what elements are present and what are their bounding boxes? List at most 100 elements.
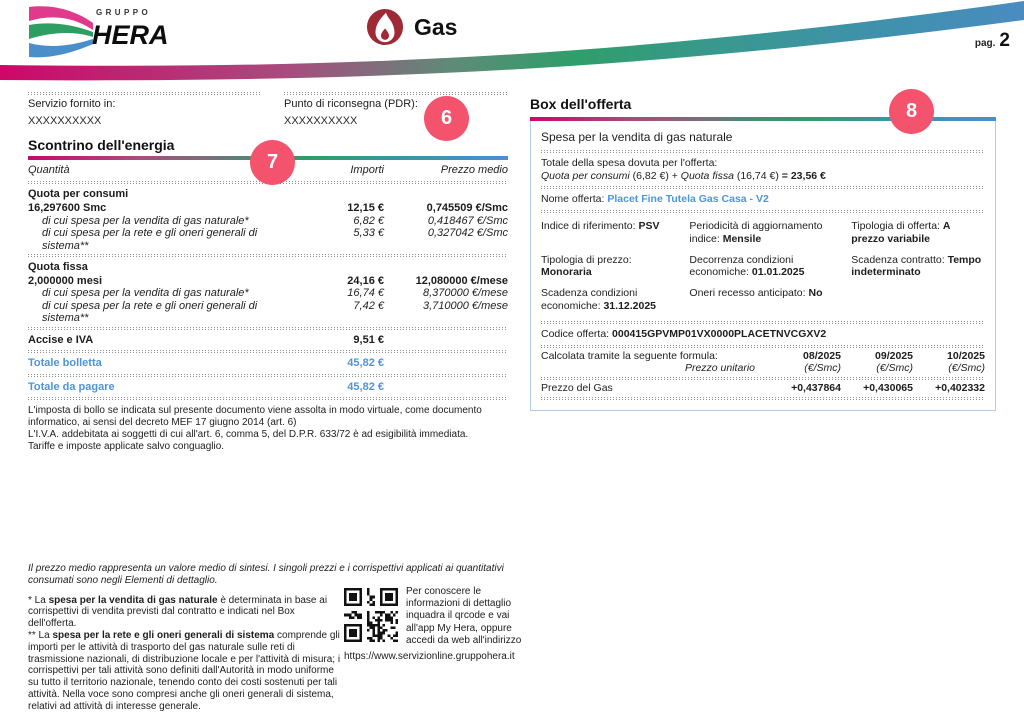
services-url: https://www.servizionline.gruppohera.it	[344, 650, 515, 662]
dotted-divider	[541, 397, 985, 401]
legal-notes: L'imposta di bollo se indicata sul prese…	[28, 405, 508, 453]
offer-name-value: Placet Fine Tutela Gas Casa - V2	[607, 193, 769, 206]
subrow-amount: 5,33 €	[353, 227, 384, 240]
page-title: Gas	[414, 13, 458, 40]
subrow-label: di cui spesa per la rete e gli oneri gen…	[42, 299, 258, 325]
col-avg-price: Prezzo medio	[440, 163, 508, 176]
formula-term: Quota fissa	[680, 169, 734, 182]
hera-logo-stripe-blue	[29, 39, 93, 58]
page-number: pag. 2	[975, 30, 1010, 52]
avg-price-note: Il prezzo medio rappresenta un valore me…	[28, 563, 504, 586]
gradient-rule	[530, 117, 996, 122]
dotted-divider	[284, 92, 508, 95]
month-header: 08/2025	[803, 349, 841, 362]
subrow-avg: 8,370000 €/mese	[422, 287, 508, 300]
subrow-amount: 7,42 €	[353, 299, 384, 312]
offer-box-section: Box dell'offerta Spesa per la vendita di…	[530, 96, 996, 412]
dotted-divider	[28, 326, 508, 330]
subrow-label: di cui spesa per la rete e gli oneri gen…	[42, 227, 258, 252]
gas-price-value: +0,430065	[863, 382, 913, 395]
hera-logo-stripe-pink	[29, 6, 93, 30]
row-amount: 12,15 €	[347, 202, 384, 215]
qr-info-block: Per conoscere le informazioni di dettagl…	[344, 586, 526, 663]
price-table-caption: Calcolata tramite la seguente formula:	[541, 349, 718, 362]
offer-details-grid: Indice di riferimento: PSV Periodicità d…	[541, 215, 985, 319]
brand-gruppo-text: GRUPPO	[96, 8, 151, 17]
hera-logo-stripe-green	[29, 23, 93, 39]
callout-badge-6: 6	[424, 96, 469, 141]
dotted-divider	[28, 350, 508, 354]
section-name: Quota per consumi	[28, 188, 129, 201]
formula-term: Quota per consumi	[541, 169, 630, 182]
receipt-title: Scontrino dell'energia	[28, 136, 175, 153]
dotted-divider	[541, 320, 985, 324]
dotted-divider	[541, 186, 985, 190]
accise-amount: 9,51 €	[353, 333, 384, 346]
subrow-amount: 16,74 €	[347, 287, 384, 300]
qr-code	[344, 588, 398, 642]
offer-detail: Decorrenza condizioni economiche: 01.01.…	[689, 253, 805, 279]
dotted-divider	[28, 92, 262, 95]
legal-note: Tariffe e imposte applicate salvo congua…	[28, 441, 225, 453]
gas-flame-icon	[366, 8, 404, 46]
receipt-column-headers: Quantità Importi Prezzo medio	[28, 160, 508, 180]
total-bill-row: Totale bolletta 45,82 €	[28, 355, 508, 372]
row-avg: 0,745509 €/Smc	[426, 202, 508, 215]
supply-location-field: Servizio fornito in: XXXXXXXXXX	[28, 92, 262, 128]
unit-header: (€/Smc)	[876, 362, 913, 375]
price-formula-table: Calcolata tramite la seguente formula: 0…	[541, 349, 985, 401]
supply-info-row: Servizio fornito in: XXXXXXXXXX Punto di…	[28, 92, 508, 128]
dotted-divider	[541, 377, 985, 381]
col-amount: Importi	[350, 163, 384, 176]
subrow-avg: 0,418467 €/Smc	[427, 214, 508, 227]
supply-location-label: Servizio fornito in:	[28, 98, 116, 110]
receipt-section-consumi: Quota per consumi 16,297600 Smc 12,15 € …	[28, 186, 508, 252]
supply-location-value: XXXXXXXXXX	[28, 114, 102, 127]
receipt-section-fissa: Quota fissa 2,000000 mesi 24,16 € 12,080…	[28, 259, 508, 325]
brand-hera-text: HERA	[92, 20, 169, 50]
table-row: 2,000000 mesi 24,16 € 12,080000 €/mese	[28, 275, 508, 288]
formula-text: (16,74 €)	[733, 169, 782, 182]
legal-note: L'I.V.A. addebitata ai soggetti di cui a…	[28, 429, 469, 441]
dotted-divider	[541, 344, 985, 348]
pdr-value: XXXXXXXXXX	[284, 114, 358, 127]
row-amount: 24,16 €	[347, 274, 384, 287]
offer-detail: Tipologia di prezzo: Monoraria	[541, 253, 632, 279]
total-due-row: Totale da pagare 45,82 €	[28, 379, 508, 396]
subrow-avg: 3,710000 €/mese	[422, 299, 508, 312]
page-number-value: 2	[999, 30, 1010, 51]
accise-row: Accise e IVA 9,51 €	[28, 332, 508, 349]
month-header: 09/2025	[875, 349, 913, 362]
offer-detail: Scadenza condizioni economiche: 31.12.20…	[541, 287, 657, 313]
footnote-vendita: * La spesa per la vendita di gas natural…	[28, 594, 328, 630]
gas-price-label: Prezzo del Gas	[541, 382, 613, 395]
qr-instructions: Per conoscere le informazioni di dettagl…	[406, 586, 522, 646]
offer-detail: Indice di riferimento: PSV	[541, 220, 660, 233]
col-quantity: Quantità	[28, 163, 70, 176]
formula-text: (6,82 €) +	[629, 169, 681, 182]
row-qty: 16,297600 Smc	[28, 202, 107, 215]
total-label: Totale bolletta	[28, 357, 102, 370]
callout-badge-8: 8	[889, 89, 934, 134]
month-header: 10/2025	[947, 349, 985, 362]
offer-detail: Periodicità di aggiornamento indice: Men…	[689, 220, 823, 245]
gas-price-row: Prezzo del Gas +0,437864 +0,430065 +0,40…	[541, 382, 985, 395]
legal-note: L'imposta di bollo se indicata sul prese…	[28, 405, 482, 429]
subrow-amount: 6,82 €	[353, 214, 384, 227]
total-label: Totale da pagare	[28, 380, 115, 393]
total-amount: 45,82 €	[347, 357, 384, 370]
gas-price-value: +0,402332	[935, 382, 985, 395]
unit-price-label: Prezzo unitario	[684, 362, 755, 375]
footnote-definitions: * La spesa per la vendita di gas natural…	[28, 595, 344, 713]
dotted-divider	[28, 373, 508, 377]
subrow-avg: 0,327042 €/Smc	[427, 227, 508, 240]
offer-code-row: Codice offerta: 000415GPVMP01VX0000PLACE…	[541, 326, 985, 343]
dotted-divider	[28, 254, 508, 258]
dotted-divider	[541, 210, 985, 214]
hera-logo: GRUPPO HERA	[26, 4, 176, 58]
total-amount: 45,82 €	[347, 380, 384, 393]
table-subrow: di cui spesa per la rete e gli oneri gen…	[28, 300, 508, 325]
offer-total-label: Totale della spesa dovuta per l'offerta:	[541, 156, 718, 169]
offer-detail: Scadenza contratto: Tempo indeterminato	[851, 253, 982, 279]
page-number-label: pag.	[974, 38, 996, 49]
